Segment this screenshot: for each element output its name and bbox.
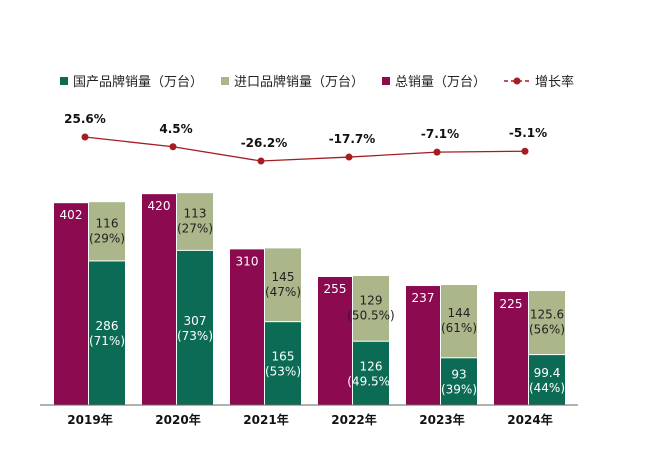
legend: 国产品牌销量（万台） 进口品牌销量（万台） 总销量（万台） 增长率 — [60, 71, 574, 90]
legend-label: 增长率 — [535, 75, 575, 90]
data-label-imported: 125.6 (56%) — [529, 308, 565, 337]
x-tick-label: 2022年 — [331, 412, 376, 427]
data-label-total: 237 — [412, 291, 435, 305]
x-tick-label: 2019年 — [67, 412, 112, 427]
x-tick-label: 2021年 — [243, 412, 288, 427]
bar-total — [230, 249, 264, 405]
data-label-domestic: 93 (39%) — [441, 368, 477, 397]
bar-total — [494, 292, 528, 405]
growth-point — [433, 148, 441, 156]
bar-domestic — [89, 261, 125, 405]
data-label-total: 310 — [236, 254, 259, 268]
bar-domestic — [441, 358, 477, 405]
data-label-domestic: 286 (71%) — [89, 319, 125, 348]
bar-domestic — [177, 250, 213, 405]
data-label-total: 225 — [500, 297, 523, 311]
bar-domestic — [265, 322, 301, 405]
legend-label: 国产品牌销量（万台） — [73, 75, 204, 90]
bar-total — [318, 276, 352, 405]
bar-total — [142, 194, 176, 405]
growth-label: -5.1% — [509, 126, 547, 140]
data-label-domestic: 165 (53%) — [265, 350, 301, 379]
legend-swatch — [221, 76, 230, 85]
legend-label: 进口品牌销量（万台） — [234, 75, 365, 90]
x-tick-label: 2024年 — [507, 412, 552, 427]
bar-domestic — [529, 355, 565, 405]
legend-swatch — [60, 76, 68, 85]
data-label-total: 402 — [60, 208, 83, 222]
bar-total — [406, 286, 440, 405]
bar-imported — [265, 248, 301, 322]
data-label-domestic: 99.4 (44%) — [529, 366, 565, 395]
growth-label: -17.7% — [329, 132, 376, 146]
legend-swatch — [382, 76, 391, 85]
legend-label: 总销量（万台） — [395, 75, 487, 90]
legend-line-marker-icon — [504, 77, 531, 84]
bar-imported — [177, 193, 213, 250]
x-tick-label: 2023年 — [419, 412, 464, 427]
data-label-imported: 145 (47%) — [265, 270, 301, 299]
data-label-imported: 144 (61%) — [441, 306, 477, 335]
growth-label: -26.2% — [241, 136, 288, 150]
bar-total — [54, 203, 88, 405]
legend-item-growth: 增长率 — [504, 71, 574, 90]
bar-imported — [529, 291, 565, 355]
data-label-domestic: 307 (73%) — [177, 314, 213, 343]
data-label-imported: 116 (29%) — [89, 216, 125, 245]
legend-item-domestic: 国产品牌销量（万台） — [60, 71, 203, 90]
growth-point — [81, 133, 89, 141]
bar-imported — [353, 275, 389, 341]
data-label-domestic: 126 (49.5%) — [347, 359, 394, 388]
data-label-total: 420 — [148, 199, 171, 213]
growth-point — [169, 143, 177, 151]
bar-domestic — [353, 341, 389, 405]
data-label-imported: 113 (27%) — [177, 207, 213, 236]
growth-point — [257, 157, 265, 165]
x-tick-label: 2020年 — [155, 412, 200, 427]
data-label-total: 255 — [324, 282, 347, 296]
growth-label: 25.6% — [64, 112, 106, 126]
bar-imported — [89, 202, 125, 261]
bar-imported — [441, 285, 477, 358]
growth-point — [521, 147, 529, 155]
growth-point — [345, 153, 353, 161]
data-label-imported: 129 (50.5%) — [347, 293, 394, 322]
growth-line — [84, 136, 526, 162]
legend-item-imported: 进口品牌销量（万台） — [221, 71, 364, 90]
legend-item-total: 总销量（万台） — [382, 71, 486, 90]
growth-label: -7.1% — [421, 127, 459, 141]
growth-label: 4.5% — [159, 122, 192, 136]
